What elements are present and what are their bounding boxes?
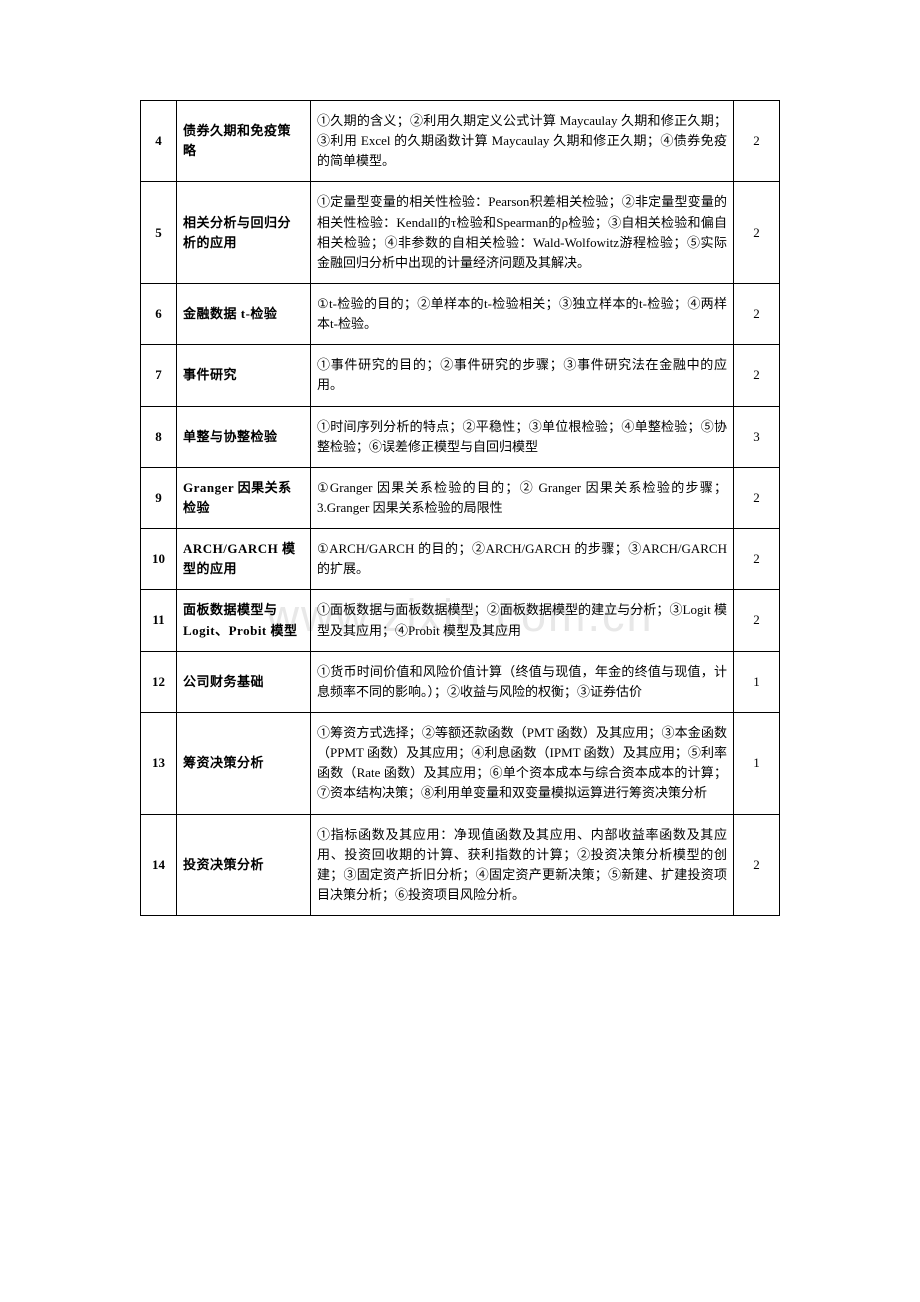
row-number: 4 xyxy=(141,101,177,182)
row-hours: 1 xyxy=(734,651,780,712)
row-number: 11 xyxy=(141,590,177,651)
row-title: 筹资决策分析 xyxy=(177,712,311,814)
row-hours: 2 xyxy=(734,283,780,344)
row-number: 9 xyxy=(141,467,177,528)
table-row: 4债券久期和免疫策略①久期的含义；②利用久期定义公式计算 Maycaulay 久… xyxy=(141,101,780,182)
row-number: 7 xyxy=(141,345,177,406)
row-hours: 2 xyxy=(734,182,780,284)
row-hours: 2 xyxy=(734,590,780,651)
row-hours: 2 xyxy=(734,467,780,528)
row-hours: 2 xyxy=(734,345,780,406)
row-number: 6 xyxy=(141,283,177,344)
table-row: 14投资决策分析①指标函数及其应用：净现值函数及其应用、内部收益率函数及其应用、… xyxy=(141,814,780,916)
table-row: 11面板数据模型与 Logit、Probit 模型①面板数据与面板数据模型；②面… xyxy=(141,590,780,651)
row-title: 金融数据 t-检验 xyxy=(177,283,311,344)
row-title: 公司财务基础 xyxy=(177,651,311,712)
row-content: ①定量型变量的相关性检验：Pearson积差相关检验；②非定量型变量的相关性检验… xyxy=(311,182,734,284)
row-title: 面板数据模型与 Logit、Probit 模型 xyxy=(177,590,311,651)
row-number: 8 xyxy=(141,406,177,467)
row-number: 14 xyxy=(141,814,177,916)
table-row: 10ARCH/GARCH 模型的应用①ARCH/GARCH 的目的；②ARCH/… xyxy=(141,529,780,590)
row-hours: 3 xyxy=(734,406,780,467)
row-title: 相关分析与回归分析的应用 xyxy=(177,182,311,284)
row-content: ①事件研究的目的；②事件研究的步骤；③事件研究法在金融中的应用。 xyxy=(311,345,734,406)
row-title: ARCH/GARCH 模型的应用 xyxy=(177,529,311,590)
table-row: 6金融数据 t-检验①t-检验的目的；②单样本的t-检验相关；③独立样本的t-检… xyxy=(141,283,780,344)
row-title: 事件研究 xyxy=(177,345,311,406)
row-hours: 2 xyxy=(734,101,780,182)
row-title: Granger 因果关系检验 xyxy=(177,467,311,528)
table-row: 8单整与协整检验①时间序列分析的特点；②平稳性；③单位根检验；④单整检验；⑤协整… xyxy=(141,406,780,467)
row-title: 投资决策分析 xyxy=(177,814,311,916)
row-content: ①时间序列分析的特点；②平稳性；③单位根检验；④单整检验；⑤协整检验；⑥误差修正… xyxy=(311,406,734,467)
table-row: 5相关分析与回归分析的应用①定量型变量的相关性检验：Pearson积差相关检验；… xyxy=(141,182,780,284)
course-syllabus-table: 4债券久期和免疫策略①久期的含义；②利用久期定义公式计算 Maycaulay 久… xyxy=(140,100,780,916)
row-content: ①筹资方式选择；②等额还款函数（PMT 函数）及其应用；③本金函数（PPMT 函… xyxy=(311,712,734,814)
row-hours: 1 xyxy=(734,712,780,814)
row-content: ①久期的含义；②利用久期定义公式计算 Maycaulay 久期和修正久期；③利用… xyxy=(311,101,734,182)
row-title: 单整与协整检验 xyxy=(177,406,311,467)
row-number: 5 xyxy=(141,182,177,284)
table-row: 13筹资决策分析①筹资方式选择；②等额还款函数（PMT 函数）及其应用；③本金函… xyxy=(141,712,780,814)
row-number: 13 xyxy=(141,712,177,814)
row-number: 10 xyxy=(141,529,177,590)
row-content: ①面板数据与面板数据模型；②面板数据模型的建立与分析；③Logit 模型及其应用… xyxy=(311,590,734,651)
row-content: ①货币时间价值和风险价值计算（终值与现值，年金的终值与现值，计息频率不同的影响。… xyxy=(311,651,734,712)
row-title: 债券久期和免疫策略 xyxy=(177,101,311,182)
row-content: ①ARCH/GARCH 的目的；②ARCH/GARCH 的步骤；③ARCH/GA… xyxy=(311,529,734,590)
table-row: 7事件研究①事件研究的目的；②事件研究的步骤；③事件研究法在金融中的应用。2 xyxy=(141,345,780,406)
row-content: ①指标函数及其应用：净现值函数及其应用、内部收益率函数及其应用、投资回收期的计算… xyxy=(311,814,734,916)
row-content: ①Granger 因果关系检验的目的；② Granger 因果关系检验的步骤；3… xyxy=(311,467,734,528)
row-hours: 2 xyxy=(734,814,780,916)
row-hours: 2 xyxy=(734,529,780,590)
row-content: ①t-检验的目的；②单样本的t-检验相关；③独立样本的t-检验；④两样本t-检验… xyxy=(311,283,734,344)
table-row: 12公司财务基础①货币时间价值和风险价值计算（终值与现值，年金的终值与现值，计息… xyxy=(141,651,780,712)
table-row: 9Granger 因果关系检验①Granger 因果关系检验的目的；② Gran… xyxy=(141,467,780,528)
row-number: 12 xyxy=(141,651,177,712)
